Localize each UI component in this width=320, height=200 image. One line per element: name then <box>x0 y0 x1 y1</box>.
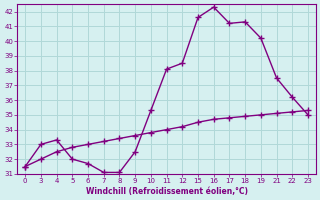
X-axis label: Windchill (Refroidissement éolien,°C): Windchill (Refroidissement éolien,°C) <box>85 187 248 196</box>
